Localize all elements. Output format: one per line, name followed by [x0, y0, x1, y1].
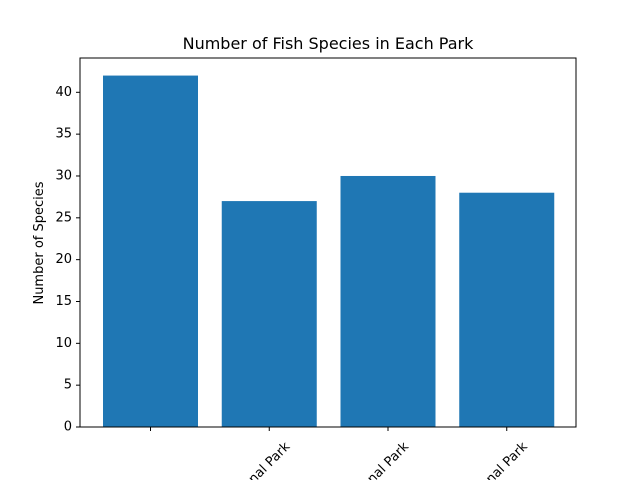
bar — [340, 175, 436, 427]
y-tick-label: 20 — [55, 252, 72, 267]
y-axis-label: Number of Species — [32, 181, 47, 304]
y-tick-label: 10 — [55, 336, 72, 351]
x-tick-label: nal Park — [246, 439, 294, 480]
y-tick-label: 35 — [55, 127, 72, 142]
y-tick-label: 15 — [55, 294, 72, 309]
y-tick-label: 30 — [55, 168, 72, 183]
y-tick-label: 0 — [64, 420, 72, 435]
x-tick-label: nal Park — [365, 439, 413, 480]
bar — [103, 75, 198, 428]
bar — [221, 201, 317, 427]
chart-title: Number of Fish Species in Each Park — [183, 34, 475, 53]
x-tick-label: nal Park — [483, 439, 531, 480]
bar — [459, 192, 555, 427]
plot-frame — [79, 57, 577, 428]
bars-group — [103, 75, 555, 428]
y-tick-label: 25 — [55, 210, 72, 225]
y-axis-ticks: 0 5 10 15 20 25 30 35 40 — [55, 85, 80, 435]
y-tick-label: 40 — [55, 85, 72, 100]
x-axis-ticks: nal Park nal Park nal Park — [150, 427, 531, 480]
y-tick-label: 5 — [64, 378, 72, 393]
